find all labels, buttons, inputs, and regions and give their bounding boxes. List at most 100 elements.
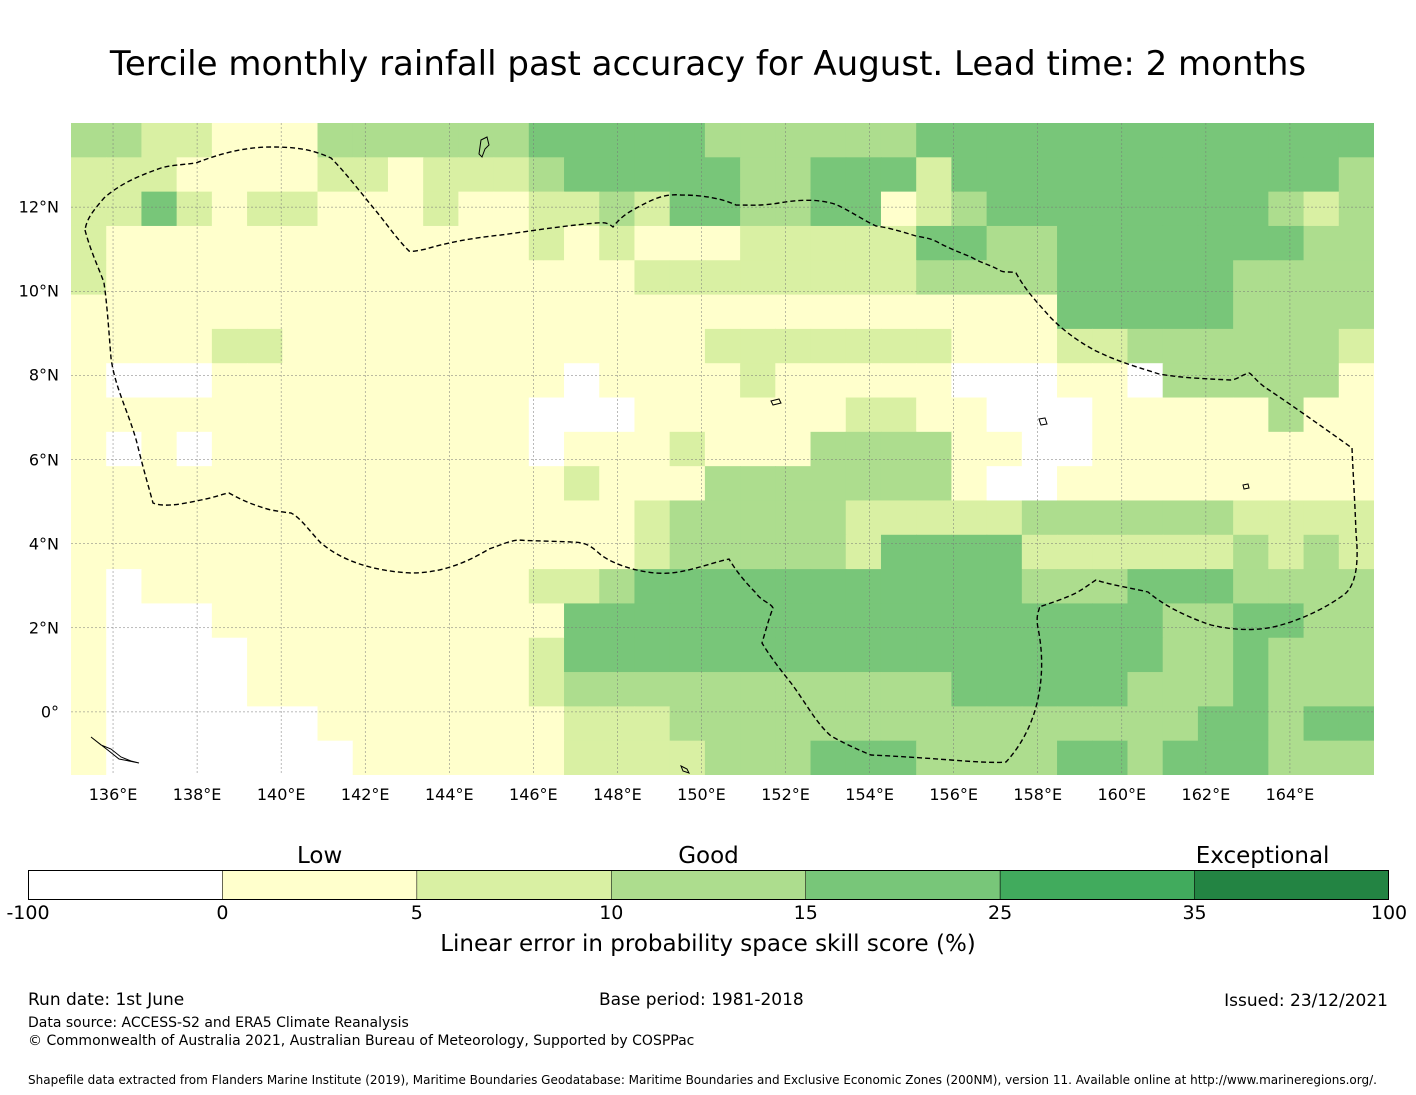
skill-cell (352, 569, 389, 605)
skill-cell (986, 431, 1023, 467)
skill-cell (880, 260, 917, 296)
skill-cell (634, 637, 671, 673)
skill-cell (352, 706, 389, 742)
skill-cell (352, 740, 389, 775)
skill-cell (1233, 260, 1269, 296)
skill-cell (951, 294, 988, 330)
skill-cell (1303, 431, 1340, 467)
skill-cell (423, 328, 459, 364)
skill-cell (458, 569, 495, 605)
skill-cell (634, 466, 671, 502)
skill-cell (1233, 706, 1269, 742)
skill-cell (387, 363, 424, 399)
skill-cell (845, 431, 882, 467)
skill-cell (317, 397, 354, 433)
skill-cell (71, 637, 107, 673)
skill-cell (211, 706, 248, 742)
skill-cell (1127, 466, 1164, 502)
skill-cell (1233, 500, 1269, 536)
skill-cell (1127, 569, 1164, 605)
skill-cell (740, 500, 776, 536)
skill-cell (775, 191, 812, 227)
skill-cell (564, 363, 600, 399)
skill-cell (1233, 123, 1269, 158)
colorbar-category-label: Low (296, 843, 343, 869)
skill-cell (845, 363, 882, 399)
skill-cell (282, 397, 319, 433)
skill-cell (669, 637, 706, 673)
skill-cell (916, 637, 953, 673)
skill-cell (1092, 500, 1129, 536)
skill-cell (528, 603, 565, 639)
skill-cell (1233, 466, 1269, 502)
skill-cell (71, 363, 107, 399)
skill-cell (106, 123, 143, 158)
skill-cell (176, 500, 213, 536)
skill-cell (1092, 637, 1129, 673)
skill-cell (986, 123, 1023, 158)
skill-cell (669, 706, 706, 742)
skill-cell (951, 706, 988, 742)
skill-cell (1268, 569, 1305, 605)
skill-cell (740, 672, 776, 707)
skill-cell (634, 740, 671, 775)
skill-cell (704, 294, 741, 330)
skill-cell (951, 603, 988, 639)
latitude-label: 0° (40, 702, 59, 722)
skill-cell (986, 225, 1023, 261)
skill-cell (1057, 397, 1093, 433)
skill-cell (740, 363, 776, 399)
skill-cell (1303, 466, 1340, 502)
skill-cell (211, 534, 248, 570)
skill-cell (564, 431, 600, 467)
skill-cell (247, 603, 283, 639)
skill-cell (352, 123, 389, 158)
skill-cell (1338, 466, 1374, 502)
skill-cell (740, 191, 776, 227)
skill-cell (669, 603, 706, 639)
skill-cell (1127, 328, 1164, 364)
skill-cell (740, 534, 776, 570)
skill-cell (1162, 672, 1199, 707)
skill-cell (740, 740, 776, 775)
skill-cell (211, 637, 248, 673)
skill-cell (387, 637, 424, 673)
skill-cell (1303, 157, 1340, 193)
skill-cell (493, 603, 530, 639)
skill-cell (1057, 260, 1093, 296)
skill-cell (845, 397, 882, 433)
skill-cell (1303, 225, 1340, 261)
skill-cell (1092, 569, 1129, 605)
skill-cell (211, 740, 248, 775)
skill-cell (669, 260, 706, 296)
skill-cell (564, 294, 600, 330)
skill-cell (282, 191, 319, 227)
skill-cell (141, 363, 178, 399)
skill-cell (71, 397, 107, 433)
skill-cell (669, 328, 706, 364)
skill-cell (669, 672, 706, 707)
skill-cell (493, 431, 530, 467)
skill-cell (740, 397, 776, 433)
skill-cell (740, 569, 776, 605)
skill-cell (1338, 191, 1374, 227)
skill-cell (599, 672, 636, 707)
skill-cell (387, 431, 424, 467)
skill-cell (1233, 157, 1269, 193)
skill-cell (1092, 294, 1129, 330)
longitude-label: 138°E (172, 785, 222, 804)
skill-cell (71, 328, 107, 364)
skill-cell (1162, 123, 1199, 158)
skill-cell (669, 157, 706, 193)
skill-cell (493, 466, 530, 502)
colorbar-tick-label: 25 (988, 902, 1013, 924)
skill-cell (141, 260, 178, 296)
latitude-label: 12°N (18, 197, 59, 217)
skill-cell (528, 672, 565, 707)
skill-cell (247, 123, 283, 158)
skill-cell (528, 328, 565, 364)
skill-cell (634, 328, 671, 364)
skill-cell (1092, 672, 1129, 707)
skill-cell (317, 706, 354, 742)
skill-cell (1127, 431, 1164, 467)
